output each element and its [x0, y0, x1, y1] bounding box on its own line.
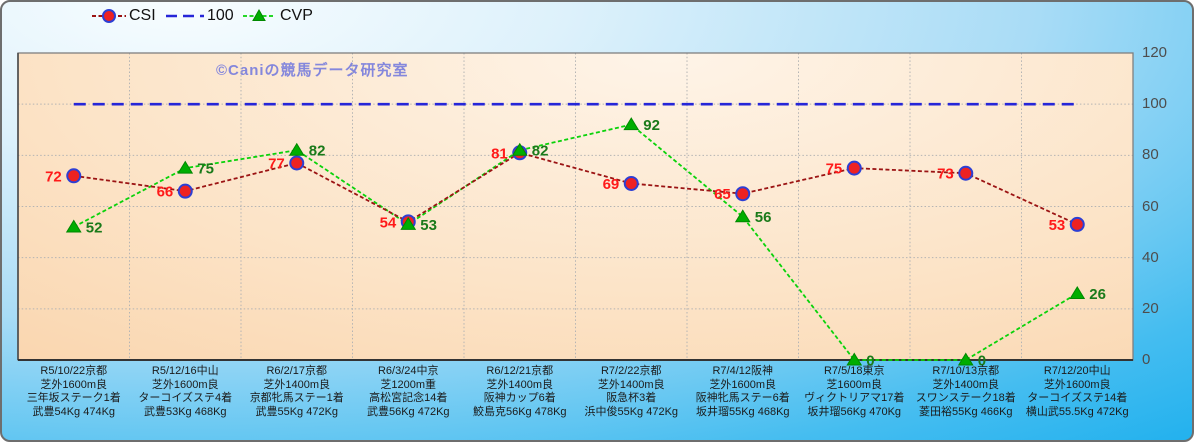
cvp-data-point: [288, 142, 305, 156]
y-axis-tick-label: 100: [1142, 95, 1168, 113]
y-axis-tick-label: 120: [1142, 44, 1168, 61]
cvp-data-point: [1069, 286, 1086, 299]
csi-series-line: [73, 151, 1078, 226]
csi-data-point: [846, 160, 862, 176]
cvp-data-point: [957, 352, 974, 366]
y-axis-tick-label: 40: [1142, 248, 1159, 266]
cvp-data-label: 53: [420, 217, 437, 234]
cvp-data-point: [846, 352, 863, 366]
csi-data-point: [289, 155, 305, 171]
y-axis-tick-label: 80: [1142, 146, 1159, 164]
csi-data-label: 73: [937, 166, 954, 183]
cvp-data-label: 0: [866, 353, 874, 370]
x-axis-label: R6/12/21京都 芝外1400m良 阪神カップ6着 鮫島克56Kg 478Kg: [472, 365, 567, 418]
csi-data-point: [958, 165, 974, 181]
x-axis-label: R6/3/24中京 芝1200m重 高松宮記念14着 武豊56Kg 472Kg: [366, 365, 450, 418]
cvp-data-label: 75: [197, 161, 214, 178]
cvp-data-label: 52: [86, 219, 103, 236]
cvp-data-point: [400, 216, 417, 230]
x-axis-label: R5/12/16中山 芝外1600m良 ターコイズステ4着 武豊53Kg 468Kg: [138, 365, 233, 418]
cvp-data-label: 82: [532, 143, 549, 160]
csi-data-point: [177, 183, 193, 199]
x-axis-label: R7/5/18東京 芝1600m良 ヴィクトリアマ17着 坂井瑠56Kg 470Kg: [804, 365, 905, 418]
csi-data-point: [623, 175, 639, 191]
cvp-data-label: 92: [643, 117, 660, 134]
x-axis-label: R7/2/22京都 芝外1400m良 阪急杯3着 浜中俊55Kg 472Kg: [584, 365, 679, 418]
csi-data-point: [66, 168, 82, 184]
cvp-data-label: 82: [309, 143, 326, 160]
cvp-data-point: [734, 209, 751, 223]
csi-data-label: 81: [491, 145, 508, 162]
x-axis-label: R7/12/20中山 芝外1600m良 ターコイズステ14着 横山武55.5Kg 47…: [1025, 365, 1129, 418]
x-axis-label: R5/10/22京都 芝外1600m良 三年坂ステーク1着 武豊54Kg 474Kg: [26, 365, 121, 418]
cvp-series-line: [73, 123, 1078, 361]
csi-data-label: 53: [1049, 217, 1066, 234]
csi-data-label: 65: [714, 186, 731, 203]
csi-data-label: 75: [826, 161, 843, 178]
csi-data-label: 77: [268, 156, 285, 173]
legend-label-csi: CSI: [129, 7, 156, 24]
csi-data-label: 66: [157, 184, 174, 201]
cvp-data-point: [177, 160, 194, 174]
cvp-data-point: [65, 219, 82, 233]
legend-label-cvp: CVP: [280, 7, 313, 24]
cvp-data-point: [511, 142, 528, 156]
csi-data-point: [735, 186, 751, 202]
csi-data-label: 54: [380, 214, 397, 231]
csi-data-label: 72: [45, 168, 62, 185]
csi-legend-marker-icon: [102, 9, 116, 23]
cvp-data-label: 0: [978, 353, 986, 370]
x-axis-label: R7/4/12阪神 芝外1600m良 阪神牝馬ステー6着 坂井瑠55Kg 468Kg: [695, 365, 790, 418]
legend-label-100: 100: [207, 7, 234, 24]
cvp-data-label: 26: [1089, 286, 1106, 303]
cvp-legend-marker-icon: [252, 8, 266, 21]
csi-data-label: 69: [603, 176, 620, 193]
y-axis-tick-label: 0: [1142, 351, 1151, 368]
x-axis-label: R6/2/17京都 芝外1400m良 京都牝馬ステー1着 武豊55Kg 472Kg: [249, 365, 344, 418]
cvp-data-point: [623, 117, 640, 131]
cvp-data-label: 56: [755, 209, 772, 226]
csi-data-point: [1069, 216, 1085, 232]
y-axis-tick-label: 60: [1142, 197, 1159, 215]
watermark-text: ©Caniの競馬データ研究室: [216, 62, 409, 79]
x-axis-label: R7/10/13京都 芝外1400m良 スワンステーク18着 菱田裕55Kg 466K…: [915, 365, 1016, 418]
y-axis-tick-label: 20: [1142, 299, 1159, 317]
